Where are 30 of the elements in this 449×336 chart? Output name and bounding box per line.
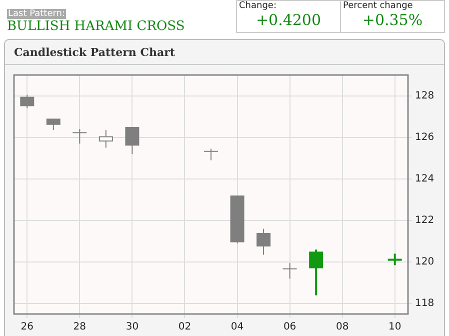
chart-title: Candlestick Pattern Chart	[14, 46, 175, 59]
text: Last Pattern:	[7, 9, 66, 19]
candlestick	[98, 130, 113, 148]
x-tick-label: 28	[73, 322, 86, 333]
y-tick-label: 120	[415, 256, 434, 268]
y-tick-label: 118	[415, 298, 434, 310]
text: BULLISH HARAMI CROSS	[7, 19, 185, 34]
x-tick-label: 06	[283, 322, 296, 333]
candlestick	[309, 248, 324, 296]
x-tick-label: 02	[178, 322, 192, 333]
candlestick	[72, 128, 88, 144]
y-tick-label: 126	[415, 132, 434, 143]
candlestick	[282, 262, 298, 280]
x-tick-label: 10	[388, 322, 402, 333]
x-tick-label: 08	[336, 322, 349, 333]
x-tick-label: 30	[126, 322, 139, 333]
candlestick	[20, 94, 34, 109]
candlestick	[125, 126, 140, 154]
text: Percent change	[343, 1, 413, 11]
candlestick	[256, 228, 271, 256]
candlestick	[204, 148, 218, 161]
candlestick	[46, 118, 60, 131]
x-tick-label: 04	[230, 322, 244, 333]
y-tick-label: 124	[415, 174, 434, 185]
text: +0.4200	[254, 11, 322, 29]
y-tick-label: 122	[415, 215, 434, 226]
text: +0.35%	[361, 11, 424, 29]
y-tick-label: 128	[415, 90, 434, 102]
text: Change:	[239, 1, 276, 11]
x-tick-label: 26	[20, 322, 34, 333]
